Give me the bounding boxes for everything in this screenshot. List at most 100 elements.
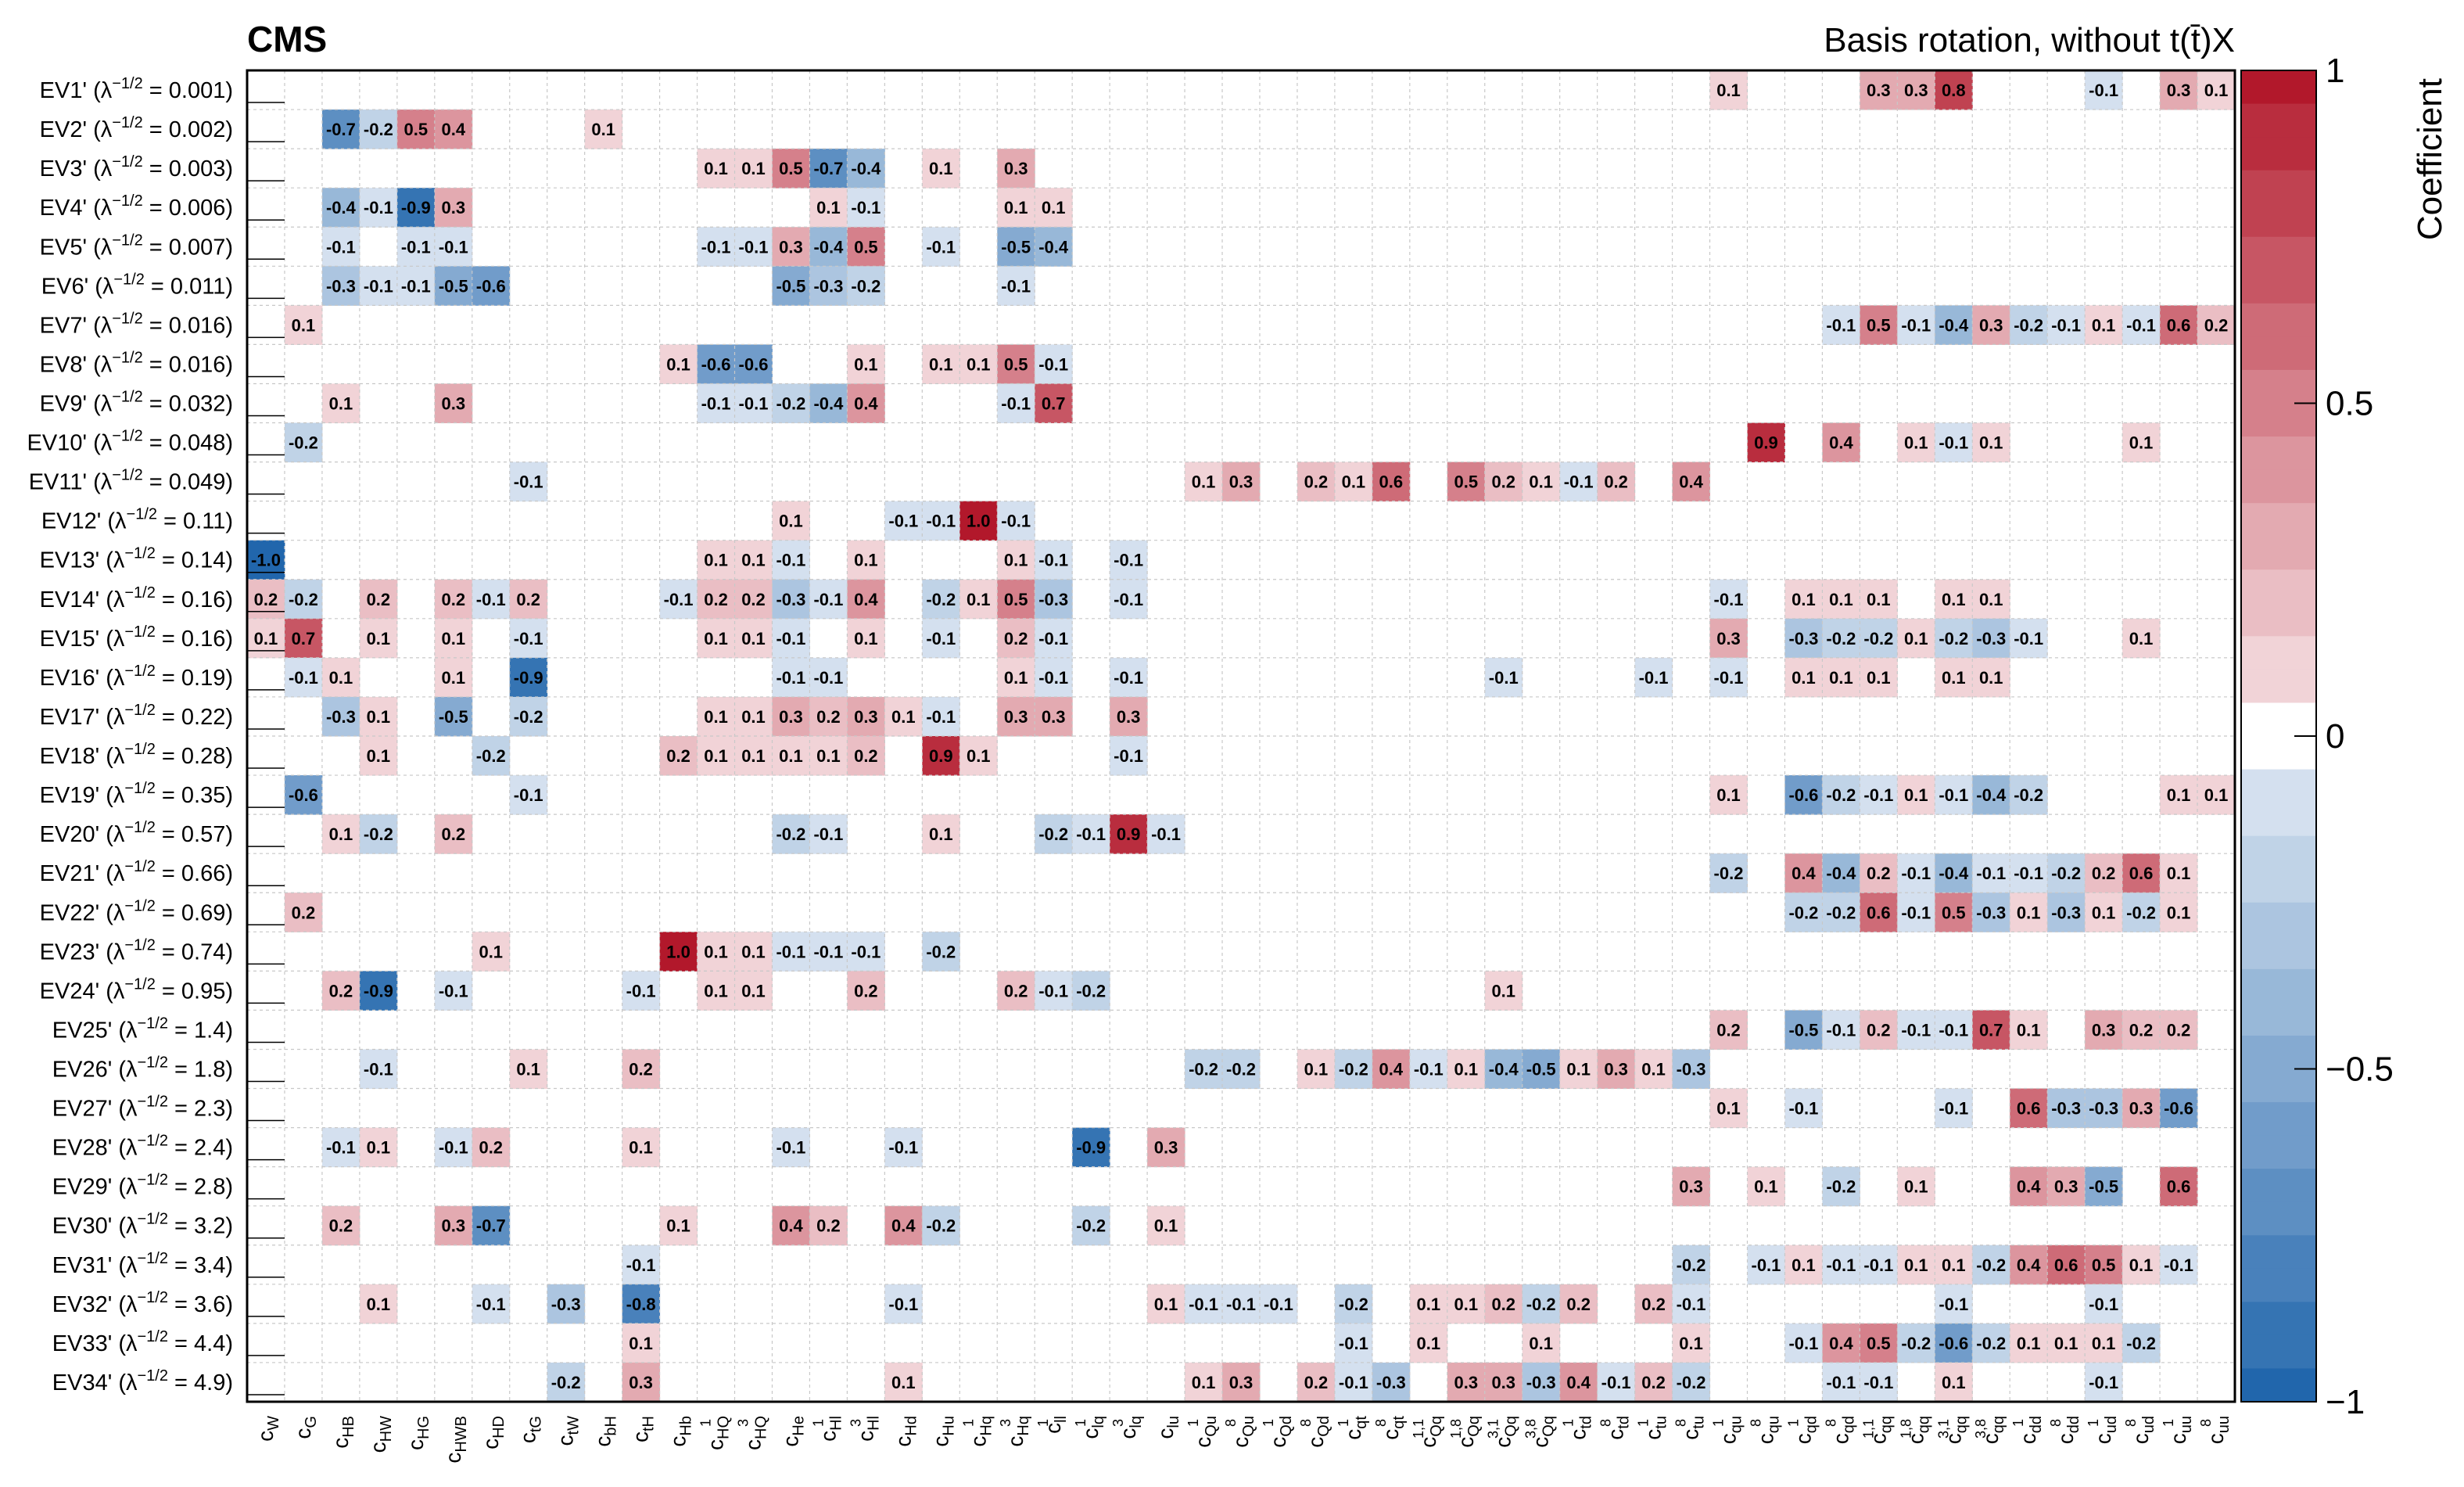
cell-value-label: 0.3 [1229, 472, 1254, 492]
colorbar-band [2241, 1035, 2316, 1070]
heatmap-cell [922, 932, 960, 972]
svg-text:cHd: cHd [891, 1416, 920, 1447]
heatmap-cell [1672, 1166, 1711, 1207]
cell-value-label: -0.3 [1976, 903, 2006, 922]
cell-value-label: -0.1 [664, 590, 694, 609]
svg-text:8: 8 [2123, 1419, 2139, 1427]
svg-text:cuu: cuu [2166, 1416, 2195, 1444]
svg-text:cHG: cHG [403, 1416, 432, 1450]
heatmap-cell [2085, 1323, 2123, 1363]
cell-value-label: -0.1 [1939, 1295, 1968, 1314]
column-label: cW [253, 1416, 282, 1442]
cell-value-label: 0.9 [929, 746, 953, 766]
heatmap-cell [472, 579, 511, 620]
heatmap-cell [1784, 618, 1823, 659]
heatmap-cell [434, 657, 473, 698]
cell-value-label: -0.2 [364, 824, 393, 844]
cell-value-label: -0.1 [626, 1255, 656, 1275]
cell-value-label: -0.1 [1001, 394, 1031, 414]
column-label: cHWB [441, 1416, 470, 1464]
heatmap-cell [1559, 1362, 1598, 1403]
heatmap-cell [1597, 1362, 1636, 1403]
cell-value-label: 0.1 [2167, 785, 2191, 805]
cell-value-label: -0.1 [1826, 1255, 1856, 1275]
heatmap-cell [2010, 775, 2048, 815]
heatmap-cell [1559, 1049, 1598, 1090]
cell-value-label: 0.1 [292, 315, 316, 335]
heatmap-cell [1372, 1362, 1411, 1403]
column-label: ctW [554, 1416, 583, 1446]
heatmap-cell [1035, 971, 1073, 1011]
cell-value-label: -0.1 [701, 394, 731, 414]
colorbar-band [2241, 736, 2316, 770]
heatmap-cell [321, 971, 360, 1011]
heatmap-cell [2085, 853, 2123, 893]
cell-value-label: 0.2 [854, 981, 878, 1000]
svg-text:cqu: cqu [1716, 1416, 1745, 1444]
heatmap-cell [772, 501, 810, 541]
cell-value-label: 0.2 [1491, 1295, 1515, 1314]
heatmap-cell [2010, 853, 2048, 893]
heatmap-cell [734, 696, 773, 737]
cell-value-label: -0.1 [1264, 1295, 1293, 1314]
svg-text:ctH: ctH [629, 1416, 658, 1442]
svg-text:cud: cud [2129, 1416, 2157, 1444]
cell-value-label: 0.4 [854, 394, 878, 414]
cell-value-label: 0.1 [929, 824, 953, 844]
cell-value-label: -0.2 [2126, 1334, 2156, 1353]
cell-value-label: -0.2 [1939, 629, 1968, 648]
cell-value-label: 0.2 [1004, 981, 1028, 1000]
cell-value-label: 0.4 [1792, 864, 1816, 883]
heatmap-cell [847, 696, 885, 737]
colorbar-band [2241, 602, 2316, 637]
cell-value-label: -0.2 [514, 707, 543, 727]
heatmap-cell [1822, 422, 1860, 463]
heatmap-cell [1147, 1127, 1185, 1168]
cell-value-label: -0.1 [1939, 1020, 1968, 1040]
heatmap-cell [547, 1362, 586, 1403]
cell-value-label: -0.1 [1151, 824, 1181, 844]
heatmap-cell [697, 344, 736, 384]
heatmap-cell [1522, 1362, 1561, 1403]
cell-value-label: -0.1 [776, 668, 805, 688]
heatmap-cell [1822, 1245, 1860, 1285]
heatmap-cell [884, 1205, 923, 1246]
cell-value-label: 0.4 [1829, 1334, 1853, 1353]
svg-text:1,8: 1,8 [1448, 1419, 1464, 1439]
heatmap-cell [2122, 853, 2161, 893]
heatmap-cell [359, 814, 398, 854]
heatmap-cell [1147, 1284, 1185, 1324]
cell-value-label: 1.0 [666, 942, 690, 961]
svg-text:cqq: cqq [1941, 1416, 1970, 1444]
heatmap-cell [922, 1205, 960, 1246]
cell-value-label: 0.1 [1529, 472, 1553, 492]
cell-value-label: 0.1 [1154, 1295, 1178, 1314]
svg-text:cHQ: cHQ [704, 1416, 733, 1450]
heatmap-cell [1784, 657, 1823, 698]
cell-value-label: 0.1 [1342, 472, 1366, 492]
cell-value-label: 0.1 [2204, 785, 2229, 805]
heatmap-cell [734, 344, 773, 384]
row-labels: EV1' (λ−1/2 = 0.001) EV2' (λ−1/2 = 0.002)… [27, 75, 285, 1395]
svg-text:cHW: cHW [366, 1416, 395, 1453]
heatmap-cell [1110, 814, 1148, 854]
cell-value-label: 0.4 [1829, 433, 1853, 453]
cell-value-label: 0.6 [2129, 864, 2154, 883]
heatmap-cell [884, 1362, 923, 1403]
heatmap-cell [396, 266, 436, 306]
svg-text:cHb: cHb [666, 1416, 695, 1447]
cell-value-label: 0.3 [1679, 1177, 1703, 1197]
heatmap-cell [1709, 618, 1748, 659]
svg-text:cqq: cqq [1903, 1416, 1932, 1444]
cell-value-label: -0.1 [1001, 512, 1031, 531]
colorbar-tick-label: −0.5 [2326, 1051, 2394, 1089]
svg-text:8: 8 [2048, 1419, 2064, 1427]
cell-value-label: 0.1 [666, 1216, 690, 1236]
cell-value-label: 0.3 [2092, 1020, 2116, 1040]
cell-value-label: 0.1 [329, 824, 353, 844]
heatmap-cell [359, 266, 398, 306]
cell-value-label: 0.1 [591, 120, 615, 139]
colorbar-tick-label: 0 [2326, 717, 2344, 756]
